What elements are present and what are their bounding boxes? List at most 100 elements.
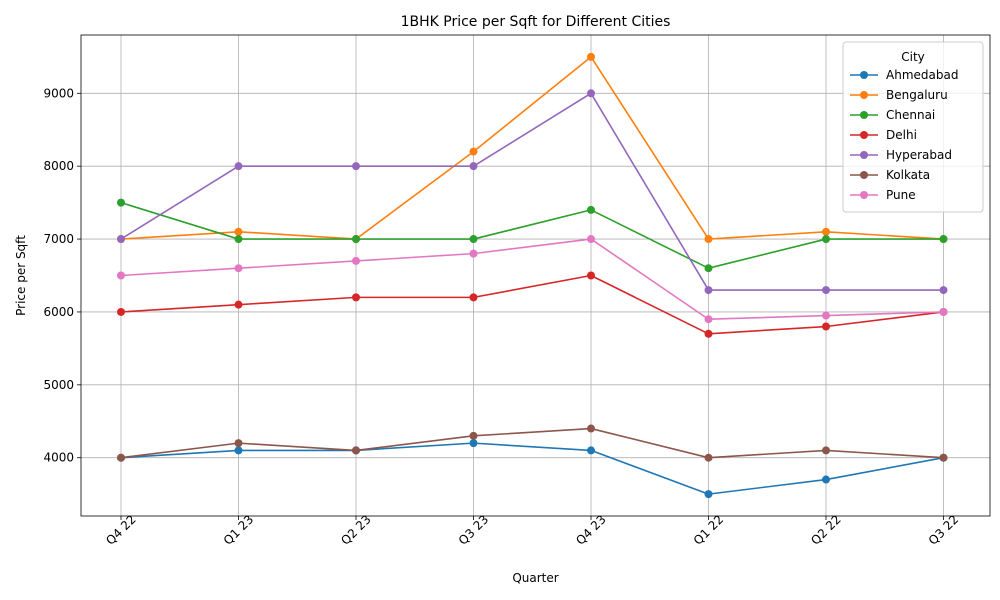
data-point-bengaluru [469, 147, 478, 156]
legend-marker-bengaluru [860, 91, 868, 99]
data-point-kolkata [117, 453, 125, 462]
data-point-chennai [352, 235, 360, 244]
data-point-hyperabad [352, 162, 360, 171]
series-lines [117, 52, 948, 499]
data-point-hyperabad [469, 162, 478, 171]
data-point-pune [469, 249, 478, 258]
legend-marker-chennai [860, 111, 868, 119]
data-point-delhi [234, 300, 243, 309]
data-point-chennai [587, 205, 595, 214]
data-point-chennai [469, 235, 478, 244]
legend-label-pune: Pune [886, 188, 916, 202]
series-pune [117, 235, 948, 324]
data-point-chennai [822, 235, 830, 244]
series-hyperabad [117, 89, 948, 295]
legend-label-bengaluru: Bengaluru [886, 88, 948, 102]
data-point-ahmedabad [822, 475, 830, 484]
data-point-delhi [117, 307, 125, 316]
y-tick-label: 4000 [43, 451, 74, 465]
data-point-pune [234, 264, 243, 273]
data-point-chennai [704, 264, 713, 273]
series-line-kolkata [120, 427, 944, 459]
data-point-ahmedabad [234, 446, 243, 455]
data-point-ahmedabad [469, 439, 478, 448]
data-point-ahmedabad [587, 446, 595, 455]
legend-item-ahmedabad: Ahmedabad [850, 68, 958, 82]
data-point-bengaluru [234, 227, 243, 236]
data-point-kolkata [234, 439, 243, 448]
data-point-delhi [587, 271, 595, 280]
data-point-delhi [704, 329, 713, 338]
legend-item-pune: Pune [850, 188, 916, 202]
data-point-ahmedabad [704, 490, 713, 499]
legend-marker-ahmedabad [860, 71, 868, 79]
data-point-hyperabad [939, 286, 948, 295]
x-axis-label: Quarter [512, 571, 558, 585]
legend-marker-pune [860, 191, 868, 199]
data-point-kolkata [469, 431, 478, 440]
series-line-hyperabad [120, 92, 944, 291]
data-point-delhi [822, 322, 830, 331]
series-line-ahmedabad [120, 442, 944, 495]
data-point-bengaluru [704, 235, 713, 244]
legend-marker-delhi [860, 131, 868, 139]
data-point-chennai [234, 235, 243, 244]
data-point-hyperabad [822, 286, 830, 295]
data-point-pune [587, 235, 595, 244]
data-point-kolkata [352, 446, 360, 455]
legend-label-hyperabad: Hyperabad [886, 148, 952, 162]
data-point-pune [352, 256, 360, 265]
series-kolkata [117, 424, 948, 462]
data-point-pune [704, 315, 713, 324]
legend-label-kolkata: Kolkata [886, 168, 930, 182]
data-point-chennai [939, 235, 948, 244]
legend-item-delhi: Delhi [850, 128, 917, 142]
series-line-chennai [120, 201, 944, 270]
data-point-bengaluru [822, 227, 830, 236]
series-line-bengaluru [120, 56, 944, 240]
plot-frame [80, 34, 991, 517]
data-point-hyperabad [704, 286, 713, 295]
data-point-pune [117, 271, 125, 280]
data-point-hyperabad [587, 89, 595, 98]
series-delhi [117, 271, 948, 338]
y-tick-label: 5000 [43, 378, 74, 392]
legend-item-chennai: Chennai [850, 108, 935, 122]
legend-label-delhi: Delhi [886, 128, 917, 142]
series-chennai [117, 198, 948, 273]
data-point-hyperabad [234, 162, 243, 171]
data-point-chennai [117, 198, 125, 207]
legend-label-chennai: Chennai [886, 108, 935, 122]
legend: City Ahmedabad Bengaluru Chennai Delhi Hyper… [842, 41, 984, 213]
legend-box [842, 41, 984, 213]
legend-item-bengaluru: Bengaluru [850, 88, 948, 102]
chart-title: 1BHK Price per Sqft for Different Cities [401, 14, 671, 30]
data-point-pune [939, 307, 948, 316]
data-point-delhi [352, 293, 360, 302]
data-point-delhi [469, 293, 478, 302]
y-tick-label: 9000 [43, 86, 74, 100]
data-point-pune [822, 311, 830, 320]
y-tick-label: 7000 [43, 232, 74, 246]
data-point-kolkata [939, 453, 948, 462]
series-line-delhi [120, 274, 944, 335]
y-tick-label: 6000 [43, 305, 74, 319]
legend-label-ahmedabad: Ahmedabad [886, 68, 958, 82]
legend-marker-hyperabad [860, 151, 868, 159]
legend-marker-kolkata [860, 171, 868, 179]
data-point-kolkata [704, 453, 713, 462]
legend-title: City [901, 50, 925, 64]
y-tick-label: 8000 [43, 159, 74, 173]
y-axis-label: Price per Sqft [14, 235, 28, 316]
data-point-kolkata [587, 424, 595, 433]
data-point-bengaluru [587, 52, 595, 61]
data-point-hyperabad [117, 235, 125, 244]
legend-item-hyperabad: Hyperabad [850, 148, 952, 162]
legend-item-kolkata: Kolkata [850, 168, 930, 182]
data-point-kolkata [822, 446, 830, 455]
series-line-pune [120, 238, 944, 321]
y-axis-ticks: 4000 5000 6000 7000 8000 9000 [43, 86, 81, 465]
